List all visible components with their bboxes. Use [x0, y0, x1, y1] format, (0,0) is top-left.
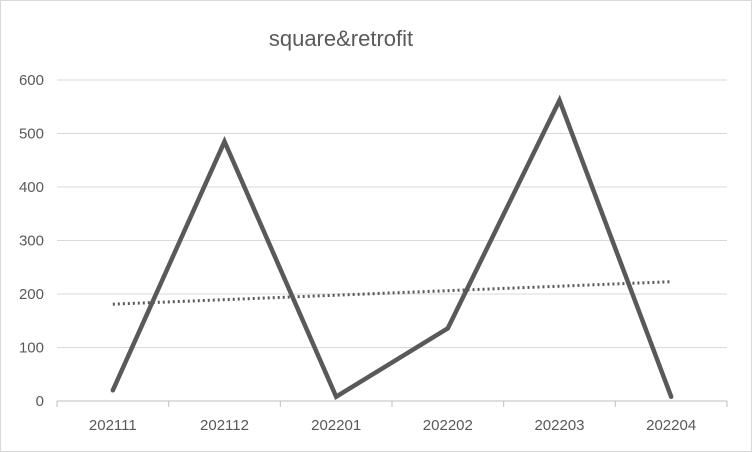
x-tick-label: 202203 [534, 417, 584, 434]
x-tick-label: 202202 [423, 417, 473, 434]
x-axis: 202111 202112 202201 202202 202203 202204 [56, 400, 728, 434]
x-tick-label: 202201 [311, 417, 361, 434]
data-point [112, 389, 114, 391]
y-tick-label: 0 [36, 393, 44, 410]
plot-area [110, 94, 674, 400]
y-tick-label: 100 [19, 340, 44, 357]
data-point [559, 99, 560, 101]
trendline [112, 280, 672, 306]
x-tick-label: 202204 [646, 417, 696, 434]
data-point [224, 141, 225, 143]
gridlines [57, 79, 727, 348]
data-point [447, 327, 449, 329]
data-point [335, 396, 337, 398]
data-point [670, 396, 672, 398]
y-axis: 0 100 200 300 400 500 600 [19, 72, 44, 410]
y-tick-label: 500 [19, 126, 44, 143]
x-tick-label: 202111 [89, 417, 137, 434]
y-tick-label: 300 [19, 233, 44, 250]
chart-title: square&retrofit [269, 26, 413, 51]
y-tick-label: 200 [19, 286, 44, 303]
series-line [110, 94, 674, 400]
x-tick-label: 202112 [200, 417, 249, 434]
y-tick-label: 400 [19, 179, 44, 196]
y-tick-label: 600 [19, 72, 44, 89]
